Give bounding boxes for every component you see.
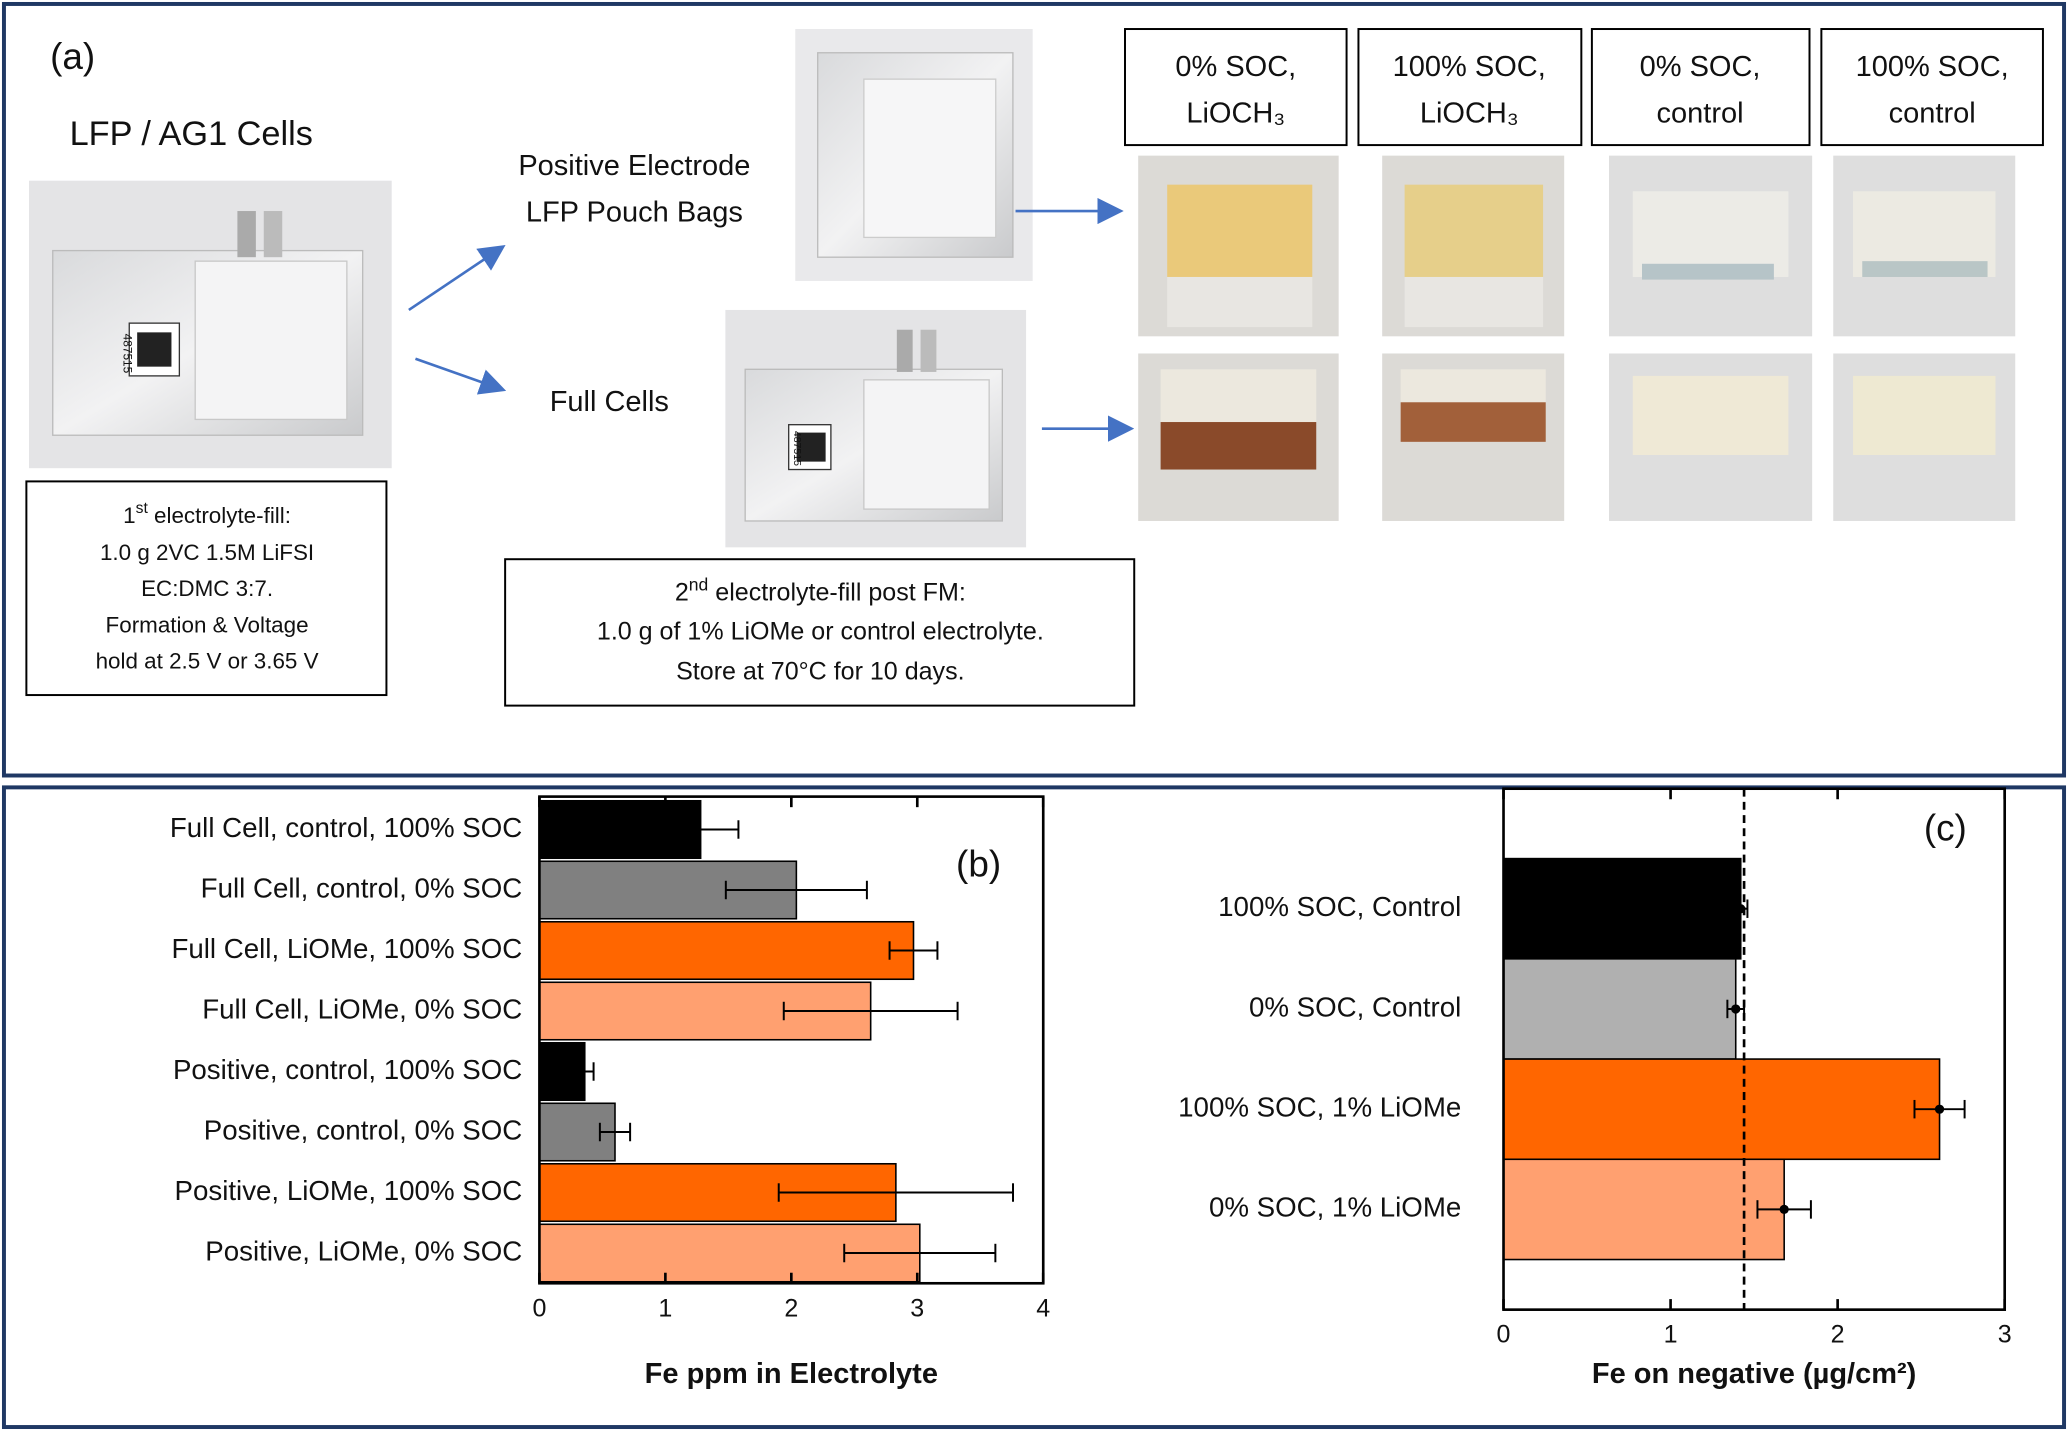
vial-header: 100% SOC,	[1856, 51, 2009, 83]
category-label: Full Cell, LiOMe, 0% SOC	[202, 993, 522, 1024]
x-tick-label: 1	[1664, 1321, 1678, 1349]
x-tick-label: 2	[1831, 1321, 1845, 1349]
arrows	[408, 197, 1135, 442]
text-part: 1	[123, 503, 135, 528]
panel-bc-border	[1, 785, 2067, 1430]
vial-header: control	[1889, 97, 1976, 129]
x-tick-label: 0	[532, 1294, 546, 1322]
x-tick-label: 2	[784, 1294, 798, 1322]
vial-header: control	[1657, 97, 1744, 129]
fill-first-line: 2nd electrolyte-fill post FM:	[675, 574, 966, 606]
fill1-box	[25, 480, 388, 697]
x-axis-label: Fe ppm in Electrolyte	[645, 1358, 938, 1390]
superscript: nd	[689, 574, 709, 594]
category-label: 100% SOC, 1% LiOMe	[1178, 1091, 1461, 1122]
vial-header: LiOCH₃	[1186, 97, 1285, 129]
fill1-line: Formation & Voltage	[106, 612, 309, 637]
category-label: Positive, LiOMe, 100% SOC	[174, 1175, 522, 1206]
panel-label: (c)	[1924, 808, 1967, 849]
fill2-line: Store at 70°C for 10 days.	[676, 657, 964, 685]
bar	[1502, 857, 1742, 960]
fill2-box	[504, 558, 1136, 707]
category-label: Full Cell, control, 0% SOC	[201, 872, 523, 903]
category-label: Positive, LiOMe, 0% SOC	[205, 1235, 522, 1266]
header-box	[1124, 28, 1348, 147]
header-box	[1357, 28, 1583, 147]
text-part: electrolyte-fill post FM:	[708, 578, 965, 606]
photo-full-cell	[725, 309, 1027, 548]
header-box	[1820, 28, 2044, 147]
category-label: Full Cell, LiOMe, 100% SOC	[171, 933, 522, 964]
cells-title: LFP / AG1 Cells	[70, 115, 313, 153]
fill1-line: hold at 2.5 V or 3.65 V	[96, 649, 319, 674]
superscript: st	[136, 500, 149, 517]
full-cells: Full Cells	[550, 386, 669, 418]
header-box	[1590, 28, 1811, 147]
x-tick-label: 3	[910, 1294, 924, 1322]
marker	[1731, 1004, 1741, 1014]
text-part: 2	[675, 578, 689, 606]
panel-label: (a)	[50, 36, 95, 77]
marker	[1934, 1104, 1945, 1114]
bar	[1502, 1058, 1941, 1161]
panel-a-border	[1, 1, 2067, 778]
vial-header: LiOCH₃	[1420, 97, 1519, 129]
plot-frame	[1502, 787, 2007, 1311]
fill-first-line: 1st electrolyte-fill:	[123, 500, 291, 528]
fill1-line: EC:DMC 3:7.	[141, 576, 273, 601]
vial-header: 0% SOC,	[1640, 51, 1761, 83]
category-label: Full Cell, control, 100% SOC	[170, 812, 522, 843]
x-tick-label: 3	[1998, 1321, 2012, 1349]
bar	[1502, 958, 1737, 1060]
bar	[1502, 1158, 1785, 1261]
x-tick-label: 0	[1497, 1321, 1511, 1349]
positive-label: LFP Pouch Bags	[526, 196, 743, 228]
x-tick-label: 1	[658, 1294, 672, 1322]
vial-header: 100% SOC,	[1393, 51, 1546, 83]
photo-code: 487515	[791, 431, 803, 466]
positive-label: Positive Electrode	[518, 150, 750, 182]
x-axis-label: Fe on negative (µg/cm²)	[1592, 1358, 1916, 1390]
fill1-line: 1.0 g 2VC 1.5M LiFSI	[100, 540, 314, 565]
category-label: 100% SOC, Control	[1218, 891, 1461, 922]
category-label: 0% SOC, Control	[1249, 991, 1461, 1022]
bar	[538, 920, 915, 981]
category-label: 0% SOC, 1% LiOMe	[1209, 1192, 1461, 1223]
category-label: Positive, control, 0% SOC	[204, 1114, 523, 1145]
x-tick-label: 4	[1036, 1294, 1050, 1322]
fill2-line: 1.0 g of 1% LiOMe or control electrolyte…	[597, 618, 1044, 646]
photo-code: 487515	[120, 334, 134, 374]
photo-vials	[1138, 155, 2016, 521]
panel-label: (b)	[956, 843, 1001, 884]
vial-header: 0% SOC,	[1175, 51, 1296, 83]
category-label: Positive, control, 100% SOC	[173, 1054, 522, 1085]
text-part: electrolyte-fill:	[148, 503, 291, 528]
photo-cell	[29, 180, 392, 469]
photo-pouch-bag	[795, 29, 1033, 281]
marker	[1779, 1204, 1789, 1215]
